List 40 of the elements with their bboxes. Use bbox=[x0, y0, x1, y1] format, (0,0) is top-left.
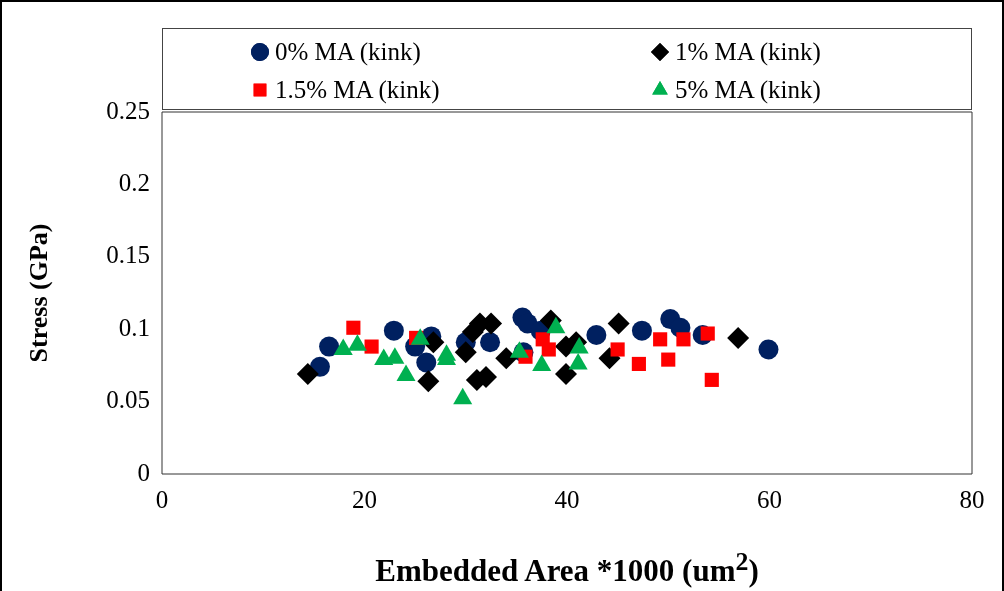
point bbox=[661, 352, 676, 367]
point bbox=[383, 320, 404, 341]
point bbox=[346, 320, 361, 335]
point bbox=[319, 336, 340, 357]
x-tick-label: 40 bbox=[554, 485, 580, 513]
y-tick-label: 0.1 bbox=[118, 313, 150, 341]
y-tick-label: 0 bbox=[137, 458, 150, 486]
y-axis-title: Stress (GPa) bbox=[24, 223, 54, 363]
point bbox=[554, 363, 577, 386]
legend-label: 1.5% MA (kink) bbox=[275, 76, 440, 104]
point bbox=[586, 324, 607, 345]
point bbox=[631, 356, 646, 372]
point bbox=[480, 332, 501, 353]
point bbox=[631, 320, 652, 341]
legend-label: 1% MA (kink) bbox=[675, 38, 821, 66]
point bbox=[607, 312, 630, 335]
legend-label: 5% MA (kink) bbox=[675, 76, 821, 104]
point bbox=[417, 370, 440, 393]
point bbox=[653, 332, 668, 347]
point bbox=[541, 342, 556, 357]
point bbox=[364, 339, 379, 354]
point bbox=[704, 372, 719, 387]
x-axis-title: Embedded Area *1000 (um$^{2}$) bbox=[374, 547, 760, 590]
point bbox=[676, 332, 691, 347]
x-tick-label: 80 bbox=[959, 485, 985, 513]
point bbox=[495, 347, 518, 370]
y-tick-label: 0.15 bbox=[106, 241, 150, 269]
x-tick-label: 20 bbox=[352, 485, 377, 513]
legend-label: 0% MA (kink) bbox=[275, 38, 421, 66]
point bbox=[610, 342, 625, 357]
y-tick-label: 0.25 bbox=[106, 96, 150, 124]
x-tick-label: 0 bbox=[155, 485, 169, 513]
y-tick-label: 0.2 bbox=[118, 168, 150, 196]
point bbox=[758, 339, 779, 360]
point bbox=[296, 363, 319, 386]
point bbox=[416, 352, 437, 373]
y-tick-label: 0.05 bbox=[106, 386, 150, 414]
point bbox=[454, 341, 477, 364]
point bbox=[727, 326, 750, 349]
x-tick-label: 60 bbox=[757, 485, 782, 513]
